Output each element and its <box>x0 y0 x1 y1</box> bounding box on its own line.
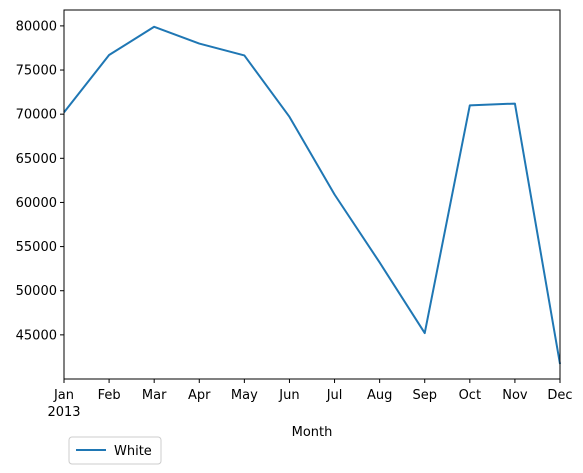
x-tick-label: Dec <box>547 388 572 403</box>
y-tick-label: 80000 <box>16 19 57 34</box>
legend-box <box>68 436 162 465</box>
plot-area-frame <box>63 9 561 380</box>
y-tick-label: 70000 <box>16 108 57 123</box>
y-tick-label: 75000 <box>16 64 57 79</box>
y-tick-label: 45000 <box>16 328 57 343</box>
x-tick-label: Oct <box>459 388 481 403</box>
series-line-white <box>63 25 561 365</box>
x-tick-label: Sep <box>412 388 437 403</box>
y-tick-label: 55000 <box>16 240 57 255</box>
y-axis-ticks: 45000 50000 55000 60000 65000 70000 75000 80000 <box>16 19 64 343</box>
y-tick-label: 60000 <box>16 196 57 211</box>
x-axis-label: Month <box>292 425 333 440</box>
legend: White <box>68 436 162 465</box>
x-tick-label: Apr <box>188 388 211 403</box>
y-tick-label: 65000 <box>16 152 57 167</box>
legend-label-white: White <box>114 444 152 459</box>
x-tick-label: Jul <box>326 388 343 403</box>
x-tick-label: Nov <box>502 388 528 403</box>
x-axis-year-label: 2013 <box>47 405 80 420</box>
x-tick-label: Jun <box>278 388 299 403</box>
x-axis-ticks: Jan Feb Mar Apr May Jun Jul Aug Sep Oct Nov Dec <box>53 379 573 403</box>
x-tick-label: Aug <box>367 388 392 403</box>
x-tick-label: Jan <box>53 388 74 403</box>
x-tick-label: May <box>231 388 258 403</box>
series-layer <box>63 25 561 365</box>
x-tick-label: Feb <box>98 388 121 403</box>
y-tick-label: 50000 <box>16 284 57 299</box>
x-tick-label: Mar <box>142 388 167 403</box>
